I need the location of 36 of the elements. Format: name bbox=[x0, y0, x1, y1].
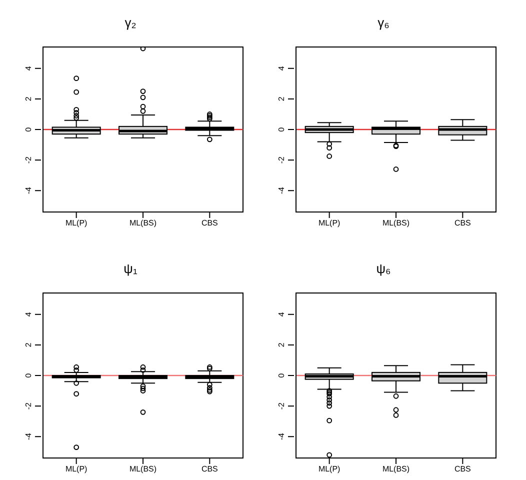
x-tick-label: CBS bbox=[201, 464, 218, 474]
y-tick-label: -2 bbox=[277, 402, 286, 410]
y-tick-label: -4 bbox=[24, 186, 33, 194]
y-tick-label: 0 bbox=[24, 372, 33, 378]
x-tick-label: ML(BS) bbox=[382, 218, 410, 228]
x-tick-label: ML(P) bbox=[318, 464, 341, 474]
x-tick-label: CBS bbox=[201, 218, 218, 228]
y-tick-label: 2 bbox=[277, 342, 286, 348]
y-tick-label: -4 bbox=[277, 432, 286, 440]
chart-title: ψ₁ bbox=[122, 260, 138, 278]
x-tick-label: ML(BS) bbox=[129, 218, 157, 228]
y-tick-label: 2 bbox=[277, 96, 286, 102]
y-tick-label: 4 bbox=[277, 66, 286, 71]
y-tick-label: -4 bbox=[24, 432, 33, 440]
y-tick-label: 2 bbox=[24, 342, 33, 348]
x-tick-label: CBS bbox=[454, 218, 471, 228]
chart-title: ψ₆ bbox=[375, 260, 392, 278]
y-tick-label: -2 bbox=[277, 156, 286, 164]
y-tick-label: -2 bbox=[24, 402, 33, 410]
x-tick-label: ML(BS) bbox=[129, 464, 157, 474]
y-tick-label: -4 bbox=[277, 186, 286, 194]
chart-title: γ₂ bbox=[124, 14, 138, 32]
chart-title: γ₆ bbox=[376, 14, 390, 32]
y-tick-label: 4 bbox=[24, 66, 33, 71]
x-tick-label: CBS bbox=[454, 464, 471, 474]
x-tick-label: ML(BS) bbox=[382, 464, 410, 474]
x-tick-label: ML(P) bbox=[318, 218, 341, 228]
y-tick-label: 0 bbox=[277, 126, 286, 132]
y-tick-label: -2 bbox=[24, 156, 33, 164]
y-tick-label: 0 bbox=[277, 372, 286, 378]
x-tick-label: ML(P) bbox=[65, 464, 88, 474]
y-tick-label: 4 bbox=[277, 312, 286, 317]
x-tick-label: ML(P) bbox=[65, 218, 88, 228]
y-tick-label: 2 bbox=[24, 96, 33, 102]
y-tick-label: 0 bbox=[24, 126, 33, 132]
y-tick-label: 4 bbox=[24, 312, 33, 317]
